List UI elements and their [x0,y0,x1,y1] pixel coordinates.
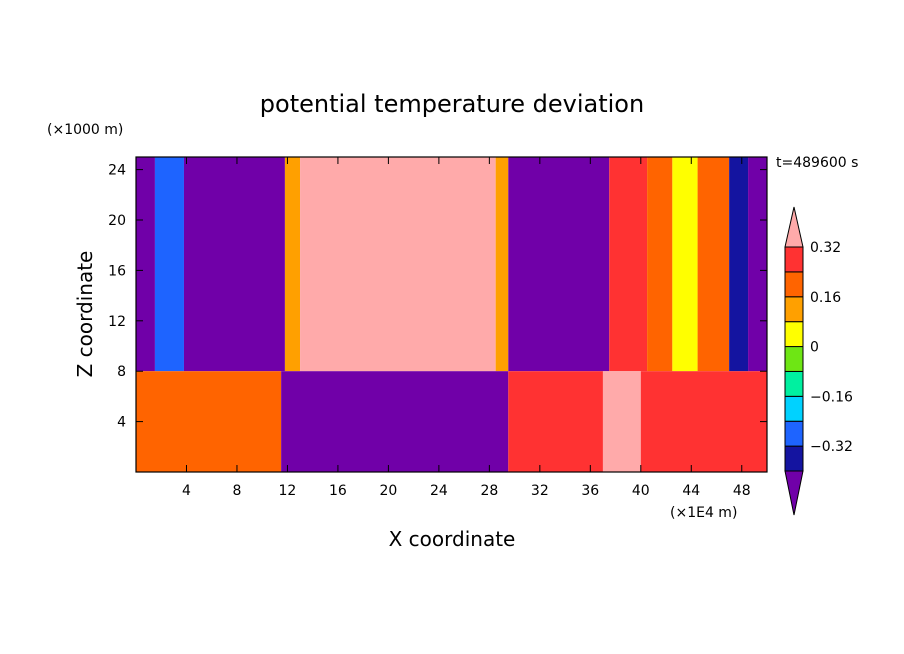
x-tick-label: 4 [182,483,191,499]
field-column-upper [300,157,496,372]
field-column-upper [154,157,184,372]
colorbar-segment [784,296,804,323]
x-tick-label: 24 [430,483,448,499]
y-tick-label: 8 [117,364,126,380]
field-column-lower [508,371,603,472]
colorbar-top-triangle [784,206,804,248]
field-column-upper [647,157,673,372]
x-tick-label: 16 [329,483,347,499]
y-tick-label: 16 [108,263,126,279]
field-column-upper [609,157,648,372]
chart-title: potential temperature deviation [260,90,644,118]
field-column-upper [495,157,509,372]
x-tick-label: 36 [581,483,599,499]
y-units-label: (×1000 m) [47,122,123,138]
colorbar-tick-label: 0.32 [810,240,841,256]
y-tick-label: 24 [108,163,126,179]
contour-field [136,157,767,472]
colorbar: 0.32 0.16 0 −0.16 −0.32 [784,206,853,516]
x-tick-label: 48 [733,483,751,499]
x-tick-label: 8 [232,483,241,499]
field-column-lower [136,371,282,472]
colorbar-tick-label: −0.32 [810,439,853,455]
colorbar-segment [784,445,804,472]
colorbar-bottom-triangle [784,470,804,516]
field-column-upper [729,157,749,372]
y-tick-label: 20 [108,213,126,229]
field-column-upper [183,157,285,372]
colorbar-tick-label: 0 [810,340,819,356]
y-axis-label: Z coordinate [73,251,97,378]
field-column-lower [281,371,509,472]
y-tick-label: 12 [108,314,126,330]
field-column-upper [748,157,767,372]
field-column-upper [697,157,730,372]
colorbar-segment [784,395,804,422]
colorbar-segment [784,346,804,372]
colorbar-tick-label: 0.16 [810,290,841,306]
x-tick-label: 32 [531,483,549,499]
y-tick-label: 4 [117,415,126,431]
colorbar-segment [784,420,804,447]
x-tick-label: 20 [379,483,397,499]
field-column-upper [508,157,610,372]
colorbar-segment [784,246,804,273]
colorbar-tick-label: −0.16 [810,389,853,405]
x-axis-label: X coordinate [389,527,516,551]
colorbar-segment [784,271,804,298]
field-column-upper [136,157,155,372]
field-column-upper [672,157,698,372]
x-tick-label: 28 [480,483,498,499]
field-column-upper [284,157,301,372]
x-tick-label: 12 [279,483,297,499]
plot-frame [135,156,768,473]
colorbar-segment [784,370,804,397]
colorbar-segment [784,321,804,348]
x-tick-label: 44 [682,483,700,499]
field-column-lower [640,371,767,472]
field-column-lower [602,371,641,472]
x-units-label: (×1E4 m) [670,505,737,521]
x-tick-label: 40 [632,483,650,499]
time-label: t=489600 s [776,155,858,171]
